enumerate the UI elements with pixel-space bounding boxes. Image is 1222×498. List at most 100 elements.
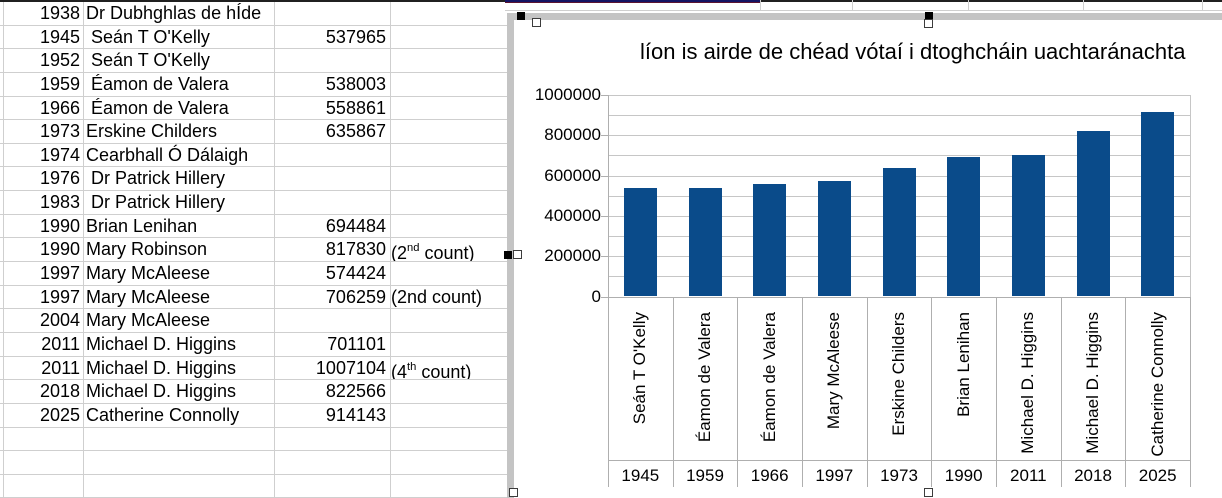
chart-object[interactable]: líon is airde de chéad vótaí i dtoghchái… [514,20,1222,498]
cell-year[interactable]: 1990 [39,215,80,236]
cell-note[interactable] [390,475,507,498]
cell-note[interactable] [390,380,507,403]
cell-value[interactable] [274,191,390,214]
inner-handle-bottom-center[interactable] [924,488,933,497]
cell-note[interactable] [390,262,507,285]
cell-year[interactable]: 1959 [39,73,80,94]
cell-year[interactable]: 1976 [39,168,80,189]
cell-note[interactable] [390,144,507,167]
cell-note[interactable] [390,120,507,143]
cell-note[interactable] [390,49,507,72]
cell-name[interactable]: Michael D. Higgins [86,333,237,354]
cell-value[interactable]: 574424 [325,263,386,284]
bar[interactable] [882,168,916,297]
bar[interactable] [1076,130,1110,297]
cell-value[interactable]: 706259 [325,286,386,307]
cell-year[interactable] [0,451,83,474]
cell-year[interactable]: 1997 [39,286,80,307]
cell-name[interactable]: Seán T O'Kelly [86,50,210,71]
cell-value[interactable]: 701101 [327,333,386,354]
cell-value[interactable]: 558861 [325,97,386,118]
cell-name[interactable]: Éamon de Valera [86,73,229,94]
cell-year[interactable] [0,475,83,498]
cell-name[interactable]: Mary McAleese [86,286,211,307]
bar[interactable] [753,183,787,297]
cell-value[interactable] [274,144,390,167]
cell-year[interactable]: 2004 [39,310,80,331]
cell-note[interactable]: (2nd count) [391,286,483,307]
cell-name[interactable]: Mary Robinson [86,239,208,260]
cell-year[interactable]: 2011 [41,333,80,354]
cell-note[interactable]: (4th count) [391,360,472,380]
bar[interactable] [817,180,851,297]
cell-year[interactable]: 1997 [39,263,80,284]
cell-note[interactable] [390,191,507,214]
cell-value[interactable] [274,309,390,332]
cell-name[interactable]: Éamon de Valera [86,97,229,118]
cell-name[interactable]: Michael D. Higgins [86,381,237,402]
cell-year[interactable]: 1983 [39,192,80,213]
cell-note[interactable] [390,451,507,474]
cell-value[interactable] [274,49,390,72]
cell-year[interactable]: 1945 [39,26,80,47]
cell-year[interactable]: 1990 [39,239,80,260]
selection-handle-top-left[interactable] [517,12,525,20]
cell-year[interactable]: 1974 [39,144,80,165]
cell-name[interactable]: Mary McAleese [86,263,211,284]
cell-year[interactable]: 1966 [39,97,80,118]
bar[interactable] [1011,155,1045,297]
chart-selection-frame-top[interactable] [507,13,1222,20]
bar[interactable] [623,188,657,297]
cell-value[interactable]: 635867 [325,121,386,142]
cell-name[interactable] [83,428,274,451]
cell-value[interactable] [274,167,390,190]
cell-name[interactable]: Dr Patrick Hillery [86,168,226,189]
cell-value[interactable]: 538003 [325,73,386,94]
cell-value[interactable] [274,2,390,25]
cell-name[interactable]: Dr Dubhghlas de hÍde [86,3,262,23]
cell-note[interactable] [390,26,507,49]
cell-name[interactable] [83,475,274,498]
cell-value[interactable] [274,451,390,474]
cell-name[interactable]: Brian Lenihan [86,215,198,236]
cell-name[interactable]: Michael D. Higgins [86,357,237,378]
cell-value[interactable]: 822566 [325,381,386,402]
cell-note[interactable]: (2nd count) [391,242,475,262]
cell-year[interactable]: 1952 [39,50,80,71]
cell-note[interactable] [390,428,507,451]
cell-name[interactable]: Catherine Connolly [86,404,240,425]
cell-note[interactable] [390,215,507,238]
cell-value[interactable]: 694484 [325,215,386,236]
cell-note[interactable] [390,333,507,356]
cell-year[interactable]: 2025 [39,404,80,425]
selection-handle-top-center[interactable] [925,12,933,20]
cell-note[interactable] [390,167,507,190]
cell-value[interactable]: 537965 [325,26,386,47]
cell-value[interactable] [274,428,390,451]
cell-note[interactable] [390,2,507,25]
cell-name[interactable]: Mary McAleese [86,310,211,331]
cell-name[interactable]: Seán T O'Kelly [86,26,210,47]
bar[interactable] [1141,112,1175,297]
cell-value[interactable]: 1007104 [315,357,386,378]
inner-handle-bottom-left[interactable] [509,488,518,497]
cell-year[interactable]: 2018 [39,381,80,402]
cell-value[interactable]: 817830 [325,239,386,260]
inner-handle-top-center[interactable] [924,19,933,28]
cell-name[interactable]: Cearbhall Ó Dálaigh [86,144,249,165]
cell-name[interactable]: Dr Patrick Hillery [86,192,226,213]
bar[interactable] [688,188,722,297]
cell-year[interactable]: 2011 [41,357,80,378]
cell-year[interactable]: 1973 [39,121,80,142]
inner-handle-left-middle[interactable] [513,250,522,259]
cell-note[interactable] [390,309,507,332]
cell-year[interactable] [0,428,83,451]
cell-name[interactable]: Erskine Childers [86,121,218,142]
cell-note[interactable] [390,73,507,96]
inner-handle-top-left[interactable] [532,18,541,27]
cell-name[interactable] [83,451,274,474]
cell-value[interactable]: 914143 [325,404,386,425]
cell-note[interactable] [390,97,507,120]
cell-value[interactable] [274,475,390,498]
selection-handle-left-middle[interactable] [504,251,512,259]
